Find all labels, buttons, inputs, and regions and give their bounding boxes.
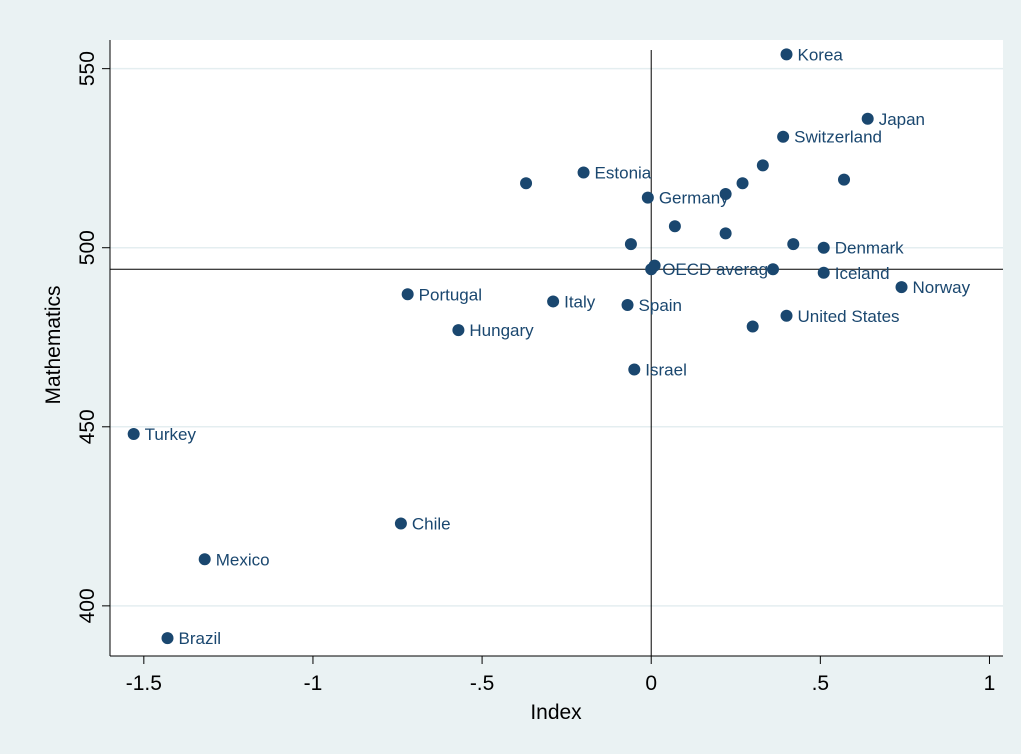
data-point-18 bbox=[817, 266, 830, 279]
point-label-29: Mexico bbox=[216, 550, 270, 569]
data-point-14 bbox=[817, 241, 830, 254]
data-point-3 bbox=[756, 159, 769, 172]
data-point-27 bbox=[127, 427, 140, 440]
y-tick-label-2: 500 bbox=[76, 230, 99, 265]
data-point-0 bbox=[780, 48, 793, 61]
data-point-2 bbox=[777, 130, 790, 143]
y-axis-title: Mathematics bbox=[42, 285, 65, 404]
data-point-26 bbox=[628, 363, 641, 376]
x-tick-label-0: -1.5 bbox=[126, 672, 162, 695]
point-label-1: Japan bbox=[879, 110, 925, 129]
data-point-7 bbox=[577, 166, 590, 179]
point-label-7: Estonia bbox=[595, 164, 652, 183]
data-point-5 bbox=[719, 188, 732, 200]
point-label-28: Chile bbox=[412, 514, 451, 533]
point-label-20: Portugal bbox=[419, 285, 482, 304]
point-label-30: Brazil bbox=[179, 629, 222, 648]
data-point-13 bbox=[787, 238, 800, 251]
data-point-23 bbox=[780, 309, 793, 322]
data-point-16 bbox=[648, 259, 661, 272]
grid-lines bbox=[110, 67, 1003, 607]
data-point-20 bbox=[401, 288, 414, 301]
data-point-19 bbox=[895, 281, 908, 294]
data-point-22 bbox=[621, 299, 634, 312]
x-axis-title: Index bbox=[530, 701, 582, 724]
point-label-22: Spain bbox=[639, 296, 682, 315]
point-label-26: Israel bbox=[645, 360, 687, 379]
reference-lines bbox=[110, 50, 1003, 656]
y-tick-label-1: 450 bbox=[76, 409, 99, 444]
x-tick-label-3: 0 bbox=[645, 672, 657, 695]
x-tick-label-4: .5 bbox=[812, 672, 830, 695]
data-point-24 bbox=[746, 320, 759, 333]
data-point-6 bbox=[838, 173, 851, 186]
axes bbox=[109, 40, 1003, 657]
data-point-1 bbox=[861, 112, 874, 125]
y-tick-label-3: 550 bbox=[76, 51, 99, 86]
data-point-25 bbox=[452, 324, 465, 337]
axis-ticks: 400 450 500 550 -1.5 -1 -.5 0 .5 1 bbox=[76, 51, 995, 695]
x-tick-label-5: 1 bbox=[984, 672, 996, 695]
data-point-28 bbox=[394, 517, 407, 530]
data-point-29 bbox=[198, 553, 211, 566]
y-tick-label-0: 400 bbox=[76, 588, 99, 623]
point-label-27: Turkey bbox=[145, 425, 197, 444]
plot-area bbox=[110, 40, 1003, 656]
point-label-21: Italy bbox=[564, 292, 596, 311]
data-point-30 bbox=[161, 632, 174, 645]
data-point-10 bbox=[668, 220, 681, 233]
point-label-23: United States bbox=[798, 307, 900, 326]
data-point-11 bbox=[719, 227, 732, 240]
data-point-8 bbox=[520, 177, 533, 190]
point-label-9: Germany bbox=[659, 189, 729, 208]
point-label-18: Iceland bbox=[835, 264, 890, 283]
point-label-0: Korea bbox=[798, 45, 844, 64]
data-points bbox=[127, 48, 908, 645]
data-point-21 bbox=[547, 295, 560, 308]
point-label-15: OECD average bbox=[662, 260, 777, 279]
x-tick-label-1: -1 bbox=[304, 672, 323, 695]
data-point-9 bbox=[641, 191, 654, 204]
data-point-12 bbox=[624, 238, 637, 251]
point-label-25: Hungary bbox=[469, 321, 534, 340]
data-point-4 bbox=[736, 177, 749, 190]
point-label-19: Norway bbox=[913, 278, 971, 297]
point-label-14: Denmark bbox=[835, 239, 904, 258]
x-tick-label-2: -.5 bbox=[470, 672, 495, 695]
point-label-2: Switzerland bbox=[794, 128, 882, 147]
data-point-17 bbox=[766, 263, 779, 276]
